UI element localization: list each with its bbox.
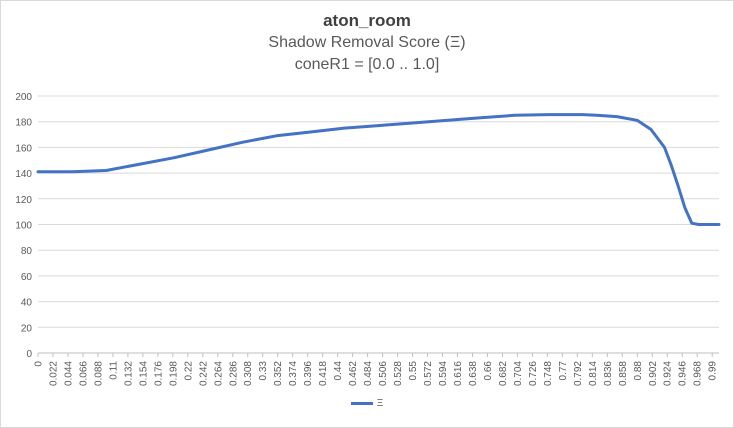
- x-tick-label: 0.506: [378, 361, 389, 386]
- x-tick-label: 0.792: [573, 361, 584, 386]
- x-tick-label: 0.242: [198, 361, 209, 386]
- x-tick-label: 0.594: [438, 361, 449, 386]
- x-tick-label: 0.99: [708, 361, 719, 381]
- x-tick-label: 0.704: [513, 361, 524, 386]
- x-tick-label: 0.638: [468, 361, 479, 386]
- x-tick-label: 0.022: [48, 361, 59, 386]
- chart-titles: aton_room Shadow Removal Score (Ξ) coneR…: [0, 10, 734, 76]
- x-tick-label: 0.726: [528, 361, 539, 386]
- x-tick-label: 0.044: [63, 361, 74, 386]
- y-tick-label: 180: [15, 118, 32, 129]
- x-tick-label: 0.572: [423, 361, 434, 386]
- x-tick-label: 0.66: [483, 361, 494, 381]
- y-tick-label: 140: [15, 169, 32, 180]
- legend-label: Ξ: [376, 398, 384, 409]
- x-tick-label: 0.528: [393, 361, 404, 386]
- y-tick-label: 0: [26, 349, 32, 360]
- x-tick-label: 0.088: [93, 361, 104, 386]
- y-tick-label: 120: [15, 195, 32, 206]
- x-tick-label: 0.462: [348, 361, 359, 386]
- x-tick-label: 0.77: [558, 361, 569, 381]
- x-tick-label: 0: [34, 361, 45, 367]
- x-tick-label: 0.836: [603, 361, 614, 386]
- x-tick-label: 0.11: [108, 361, 119, 380]
- x-tick-label: 0.352: [273, 361, 284, 386]
- x-tick-label: 0.902: [648, 361, 659, 386]
- y-tick-label: 20: [21, 323, 33, 334]
- y-tick-label: 40: [21, 298, 33, 309]
- y-tick-label: 160: [15, 143, 32, 154]
- y-tick-label: 60: [21, 272, 33, 283]
- x-tick-label: 0.814: [588, 361, 599, 386]
- x-tick-label: 0.682: [498, 361, 509, 386]
- x-tick-label: 0.858: [618, 361, 629, 386]
- y-tick-label: 100: [15, 221, 32, 232]
- x-tick-label: 0.55: [408, 361, 419, 381]
- x-tick-label: 0.066: [78, 361, 89, 386]
- x-tick-label: 0.154: [138, 361, 149, 386]
- x-tick-label: 0.88: [633, 361, 644, 381]
- x-tick-label: 0.22: [183, 361, 194, 381]
- x-tick-label: 0.264: [213, 361, 224, 386]
- axes: [37, 352, 719, 357]
- chart-title: aton_room: [323, 11, 411, 30]
- gridlines: [38, 95, 719, 328]
- chart-subtitle: Shadow Removal Score (Ξ): [268, 34, 466, 51]
- y-tick-label: 80: [21, 246, 33, 257]
- legend-swatch: [350, 401, 373, 405]
- legend: Ξ: [0, 398, 734, 409]
- x-tick-label: 0.924: [663, 361, 674, 386]
- x-tick-label: 0.748: [543, 361, 554, 386]
- x-axis-ticks: 0 0.022 0.044 0.066 0.088 0.11 0.132 0.154 0.176…: [34, 361, 719, 386]
- x-tick-label: 0.33: [258, 361, 269, 381]
- x-tick-label: 0.286: [228, 361, 239, 386]
- x-tick-label: 0.616: [453, 361, 464, 386]
- chart-subtitle-range: coneR1 = [0.0 .. 1.0]: [294, 56, 440, 73]
- series-layer: [36, 113, 721, 226]
- y-axis-ticks: 0 20 40 60 80 100 120 140 160 180 200: [15, 92, 32, 360]
- y-tick-label: 200: [15, 92, 32, 103]
- x-tick-label: 0.396: [303, 361, 314, 386]
- x-tick-label: 0.418: [318, 361, 329, 386]
- x-tick-label: 0.44: [333, 361, 344, 381]
- series-line-xi: [36, 113, 721, 226]
- x-tick-label: 0.176: [153, 361, 164, 386]
- x-tick-label: 0.484: [363, 361, 374, 386]
- x-tick-label: 0.374: [288, 361, 299, 386]
- x-tick-label: 0.198: [168, 361, 179, 386]
- x-tick-label: 0.968: [693, 361, 704, 386]
- x-tick-label: 0.308: [243, 361, 254, 386]
- x-tick-label: 0.132: [123, 361, 134, 386]
- x-tick-label: 0.946: [678, 361, 689, 386]
